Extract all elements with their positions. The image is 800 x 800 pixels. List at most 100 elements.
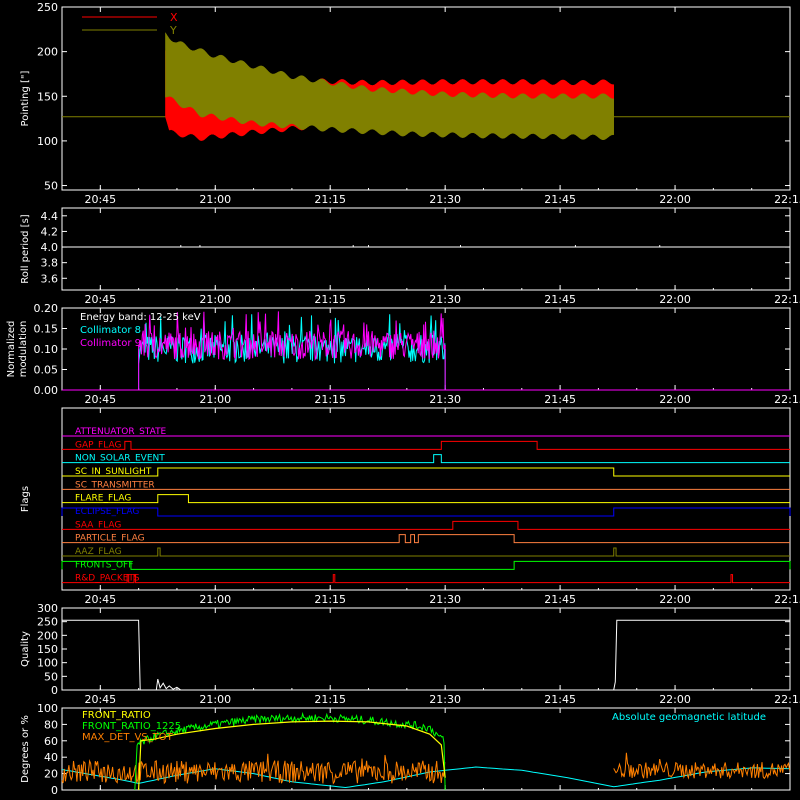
y-tick-label: 200: [37, 46, 58, 59]
panel-ratios: 0 20 40 60 80 100 Degrees or % FRONT_RATIOFRONT…: [20, 702, 791, 797]
series-collimator-9: [138, 311, 446, 361]
y-tick-label: 40: [44, 751, 58, 764]
x-tick-label: 21:45: [544, 193, 576, 206]
legend-collimator-8: Collimator 8: [80, 325, 141, 336]
y-tick-label: 20: [44, 768, 58, 781]
x-tick-label: 21:30: [429, 393, 461, 406]
panel-frame: [61, 207, 791, 291]
y-tick-label: 0: [51, 784, 58, 797]
x-tick-label: 21:15: [314, 193, 346, 206]
x-tick-label: 21:00: [199, 193, 231, 206]
x-tick-label: 20:45: [84, 593, 116, 606]
y-tick-label: 100: [37, 702, 58, 715]
x-tick-label: 21:00: [199, 393, 231, 406]
flag-label-non-solar-event: NON_SOLAR_EVENT: [75, 454, 165, 464]
panel-modulation: 20:45 21:00 21:15 21:30 21:45 22:00 22:15 0.00 0…: [6, 302, 800, 406]
flag-trace-eclipse-flag: [61, 507, 791, 517]
x-tick-label: 22:00: [659, 193, 691, 206]
y-tick-label: 80: [44, 718, 58, 731]
x-tick-label: 21:45: [544, 693, 576, 706]
y-tick-label: 4.4: [41, 210, 59, 223]
panel-frame: [61, 6, 791, 191]
x-tick-label: 20:45: [84, 393, 116, 406]
x-tick-label: 22:15: [774, 293, 800, 306]
max-det-vs-tot-line: [61, 753, 446, 785]
y-axis-label: Flags: [20, 486, 31, 512]
flag-trace-r-d-packets: [62, 574, 790, 584]
flag-label-r-d-packets: R&D_PACKETS: [75, 574, 140, 584]
panel-pointing: 20:45 21:00 21:15 21:30 21:45 22:00 22:15 50 100…: [20, 1, 800, 206]
y-tick-label: 150: [37, 90, 58, 103]
y-tick-label: 300: [37, 602, 58, 615]
flag-trace-particle-flag: [62, 534, 790, 544]
series-y-band: [165, 31, 614, 140]
y-axis-label: Quality: [20, 631, 31, 667]
panel-frame: [61, 707, 791, 791]
front-ratio-line: [138, 720, 446, 791]
y-tick-label: 4.0: [41, 241, 59, 254]
flag-trace-saa-flag: [62, 520, 790, 530]
flag-label-gap-flag: GAP_FLAG: [75, 440, 121, 450]
x-tick-label: 22:00: [659, 693, 691, 706]
flag-trace-non-solar-event: [62, 454, 790, 464]
x-tick-label: 22:15: [774, 193, 800, 206]
legend-collimator-9: Collimator 9: [80, 338, 141, 349]
panel-flags: 20:45 21:00 21:15 21:30 21:45 22:00 22:15 Flags…: [20, 407, 800, 606]
panel-roll: 20:45 21:00 21:15 21:30 21:45 22:00 22:15 3.6 3.…: [20, 207, 800, 306]
legend-max-det-vs-tot: MAX_DET_VS_TOT: [82, 732, 174, 743]
y-tick-label: 200: [37, 629, 58, 642]
flag-trace-gap-flag: [62, 440, 790, 450]
y-tick-label: 0.20: [34, 302, 59, 315]
y-tick-label: 60: [44, 735, 58, 748]
energy-band-annotation: Energy band: 12-25 keV: [80, 312, 201, 323]
x-tick-label: 22:00: [659, 293, 691, 306]
x-tick-label: 22:15: [774, 393, 800, 406]
x-tick-label: 20:45: [84, 193, 116, 206]
y-axis-label: Roll period [s]: [20, 214, 31, 283]
flag-trace-flare-flag: [62, 494, 790, 504]
flag-trace-aaz-flag: [62, 547, 790, 557]
panel-frame: [61, 407, 791, 591]
flag-label-sc-transmitter: SC_TRANSMITTER: [75, 480, 155, 490]
flag-label-particle-flag: PARTICLE_FLAG: [75, 534, 145, 544]
max-det-vs-tot-line: [613, 752, 791, 780]
flag-trace-sc-in-sunlight: [62, 467, 790, 477]
y-axis-label: Degrees or %: [20, 715, 31, 783]
legend-front-ratio: FRONT_RATIO: [82, 710, 151, 721]
y-axis-label: modulation: [18, 321, 29, 378]
y-tick-label: 50: [44, 670, 58, 683]
flag-label-eclipse-flag: ECLIPSE_FLAG: [75, 507, 139, 517]
x-tick-label: 20:45: [84, 293, 116, 306]
y-tick-label: 100: [37, 135, 58, 148]
flag-label-fronts-off: FRONTS_OFF: [75, 560, 133, 570]
x-tick-label: 21:00: [199, 293, 231, 306]
x-tick-label: 21:30: [429, 693, 461, 706]
y-tick-label: 0.15: [34, 323, 59, 336]
panel-quality: 20:45 21:00 21:15 21:30 21:45 22:00 22:15 05010…: [20, 602, 800, 706]
x-tick-label: 22:15: [774, 593, 800, 606]
flag-label-attenuator-state: ATTENUATOR_STATE: [75, 427, 167, 437]
x-tick-label: 21:30: [429, 293, 461, 306]
x-tick-label: 21:45: [544, 393, 576, 406]
y-tick-label: 0.05: [34, 364, 59, 377]
legend-label-y: Y: [169, 24, 177, 37]
geomagnetic-latitude-annotation: Absolute geomagnetic latitude: [612, 712, 766, 723]
x-tick-label: 21:45: [544, 593, 576, 606]
flag-label-saa-flag: SAA_FLAG: [75, 520, 121, 530]
y-tick-label: 3.8: [41, 257, 59, 270]
quality-line: [62, 619, 790, 691]
x-tick-label: 20:45: [84, 693, 116, 706]
y-tick-label: 0.10: [34, 343, 59, 356]
x-tick-label: 21:45: [544, 293, 576, 306]
y-axis-label: Normalized: [6, 321, 17, 378]
flag-trace-fronts-off: [61, 560, 791, 570]
y-tick-label: 250: [37, 1, 58, 14]
y-tick-label: 100: [37, 657, 58, 670]
legend-label-x: X: [170, 11, 178, 24]
x-tick-label: 21:15: [314, 593, 346, 606]
x-tick-label: 21:00: [199, 693, 231, 706]
y-tick-label: 0.00: [34, 384, 59, 397]
x-tick-label: 21:30: [429, 593, 461, 606]
x-tick-label: 22:00: [659, 393, 691, 406]
